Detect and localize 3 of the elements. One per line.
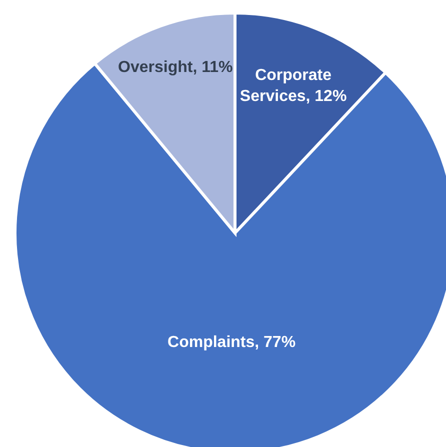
slice-label: Oversight, 11% [118,58,233,78]
slice-label: Corporate Services, 12% [240,66,347,107]
slice-label: Complaints, 77% [168,333,296,354]
